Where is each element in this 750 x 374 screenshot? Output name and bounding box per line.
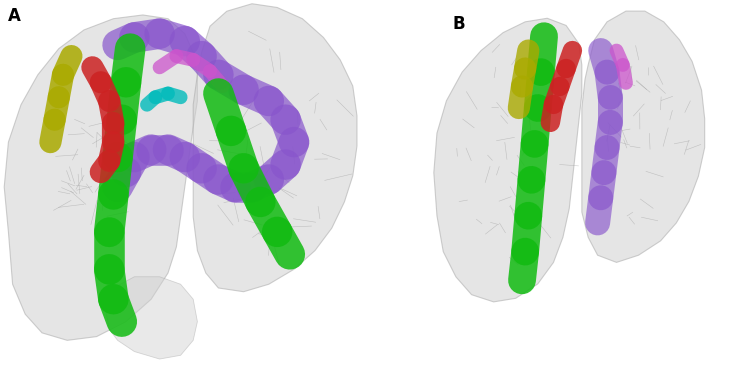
- Polygon shape: [4, 15, 197, 340]
- Polygon shape: [582, 11, 705, 263]
- Text: A: A: [8, 7, 21, 25]
- Polygon shape: [105, 277, 197, 359]
- Polygon shape: [433, 18, 582, 302]
- Text: B: B: [453, 15, 465, 33]
- Polygon shape: [194, 4, 357, 292]
